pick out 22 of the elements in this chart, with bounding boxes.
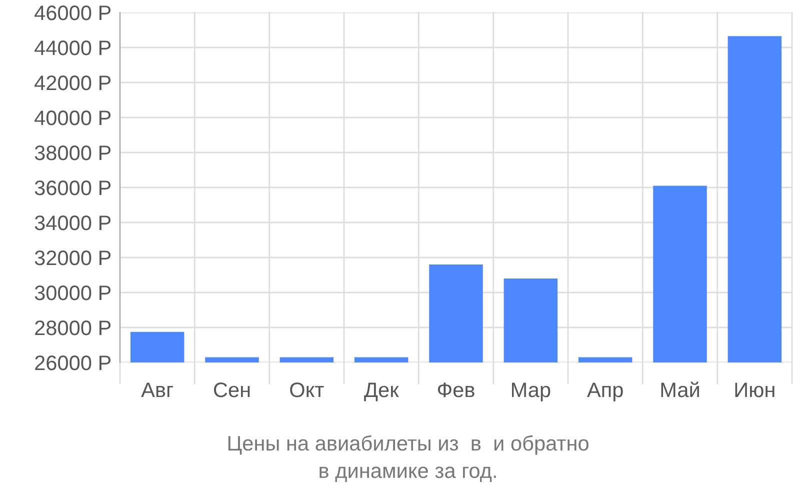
y-tick-label: 44000 Р	[34, 40, 111, 56]
y-tick-label: 46000 Р	[34, 6, 111, 20]
y-tick-label: 34000 Р	[34, 216, 111, 230]
y-tick-label: 32000 Р	[34, 250, 111, 266]
y-tick-label: 26000 Р	[35, 356, 111, 370]
x-tick-label: Сен	[214, 382, 250, 398]
x-tick-label: Авг	[141, 382, 174, 398]
x-tick-label: Май	[661, 382, 699, 398]
y-tick-label: 36000 Р	[34, 180, 111, 196]
y-tick-label: 38000 Р	[34, 146, 111, 160]
text: Цены на авиабилеты из в и обратно	[228, 435, 588, 455]
y-tick-label: 30000 Р	[34, 286, 111, 300]
y-tick-label: 28000 Р	[35, 320, 111, 336]
x-tick-label: Апр	[586, 382, 623, 402]
x-tick-label: Мар	[512, 382, 550, 402]
y-tick-label: 42000 Р	[34, 76, 111, 90]
x-tick-label: Окт	[290, 382, 324, 398]
x-tick-label: Июн	[735, 382, 774, 398]
x-tick-label: Дек	[364, 382, 399, 402]
x-tick-label: Фев	[438, 382, 474, 398]
y-tick-label: 40000 Р	[34, 110, 111, 126]
text: в динамике за год.	[320, 466, 496, 482]
